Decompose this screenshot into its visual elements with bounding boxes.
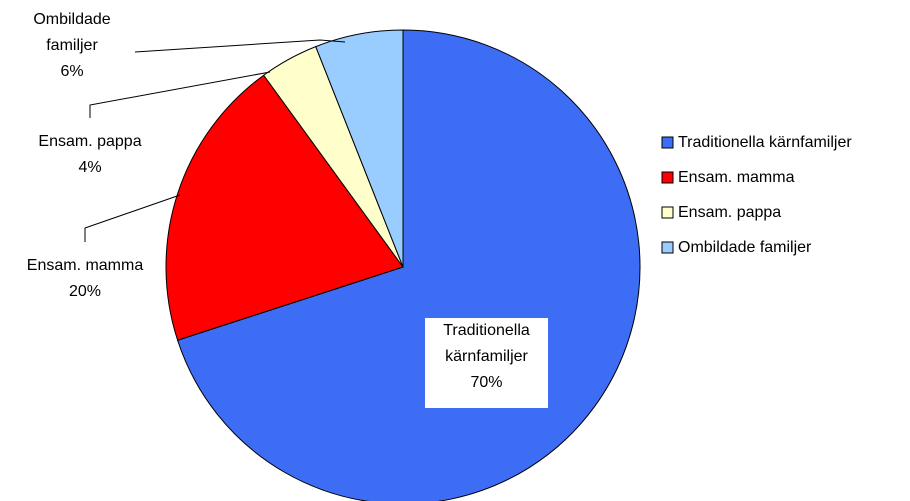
legend-label: Ensam. pappa — [678, 204, 781, 221]
legend-swatch — [661, 171, 674, 184]
label-category: Ensam. mamma — [26, 257, 144, 274]
data-label: Ombildade familjer 6% — [22, 7, 122, 85]
label-category: Traditionella kärnfamiljer — [443, 322, 530, 365]
leader-line — [89, 71, 271, 118]
label-value: 20% — [68, 283, 102, 300]
legend-swatch — [661, 206, 674, 219]
label-category: Ombildade familjer — [33, 11, 111, 54]
legend-swatch — [661, 241, 674, 254]
legend-swatch — [661, 136, 674, 149]
pie-slice — [165, 74, 404, 341]
pie-slice — [315, 29, 404, 268]
data-label: Ensam. pappa 4% — [15, 129, 165, 181]
label-category: Ensam. pappa — [38, 133, 142, 150]
label-value: 6% — [60, 63, 84, 80]
data-label: Ensam. mamma 20% — [5, 253, 165, 305]
label-value: 4% — [78, 159, 102, 176]
legend-label: Traditionella kärnfamiljer — [678, 134, 852, 151]
leader-line — [84, 194, 181, 242]
data-label: Traditionella kärnfamiljer 70% — [425, 318, 548, 408]
legend-label: Ensam. mamma — [678, 169, 795, 186]
legend-label: Ombildade familjer — [678, 239, 812, 256]
leader-line — [134, 39, 346, 53]
label-value: 70% — [470, 374, 503, 391]
